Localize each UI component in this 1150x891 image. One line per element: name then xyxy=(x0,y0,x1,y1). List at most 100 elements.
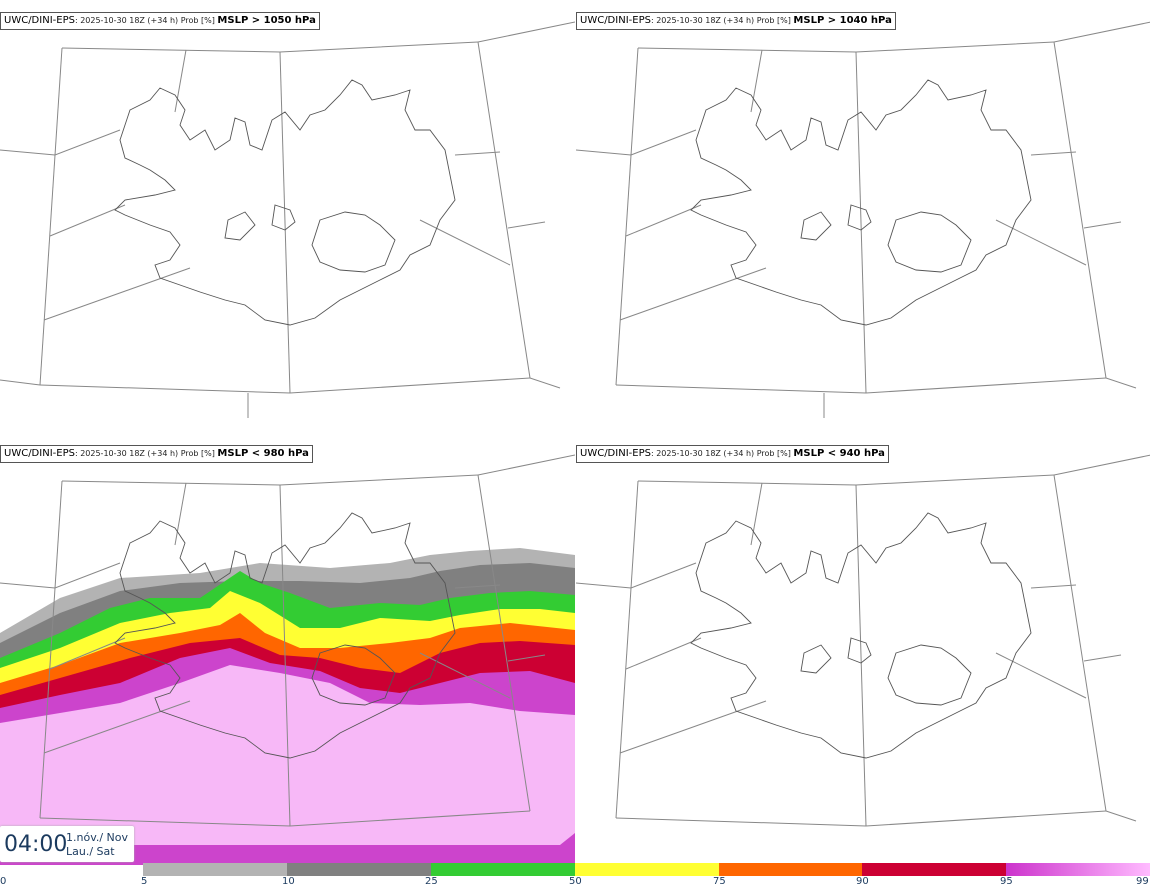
model-name: UWC/DINI-EPS xyxy=(4,15,75,26)
valid-time-box: 04:00 1.nóv./ Nov Lau./ Sat xyxy=(0,826,134,862)
graticule-line xyxy=(855,51,867,394)
colorbar-segment xyxy=(287,863,431,876)
colorbar-tick: 50 xyxy=(569,876,582,887)
map-canvas xyxy=(0,21,575,418)
colorbar-segment xyxy=(143,863,287,876)
graticule-line xyxy=(0,562,121,589)
valid-time-clock: 04:00 xyxy=(4,832,68,857)
graticule-line xyxy=(174,49,187,113)
graticule-line xyxy=(576,562,697,589)
map-panel-top-left: UWC/DINI-EPS: 2025-10-30 18Z (+34 h) Pro… xyxy=(0,0,575,432)
graticule-line xyxy=(625,204,702,237)
panel-title: UWC/DINI-EPS: 2025-10-30 18Z (+34 h) Pro… xyxy=(0,12,320,30)
graticule-line xyxy=(507,221,546,229)
graticule-line xyxy=(1053,41,1107,379)
graticule-line xyxy=(529,377,561,389)
run-meta: : 2025-10-30 18Z (+34 h) Prob [%] xyxy=(650,449,794,458)
graticule-line xyxy=(39,377,531,394)
panel-title: UWC/DINI-EPS: 2025-10-30 18Z (+34 h) Pro… xyxy=(0,445,313,463)
panel-title: UWC/DINI-EPS: 2025-10-30 18Z (+34 h) Pro… xyxy=(576,12,896,30)
map-canvas xyxy=(0,454,575,865)
graticule-line xyxy=(1030,151,1077,156)
graticule-line xyxy=(1053,474,1107,812)
graticule-line xyxy=(615,480,639,819)
colorbar-tick: 0 xyxy=(0,876,7,887)
graticule-line xyxy=(43,267,191,321)
run-meta: : 2025-10-30 18Z (+34 h) Prob [%] xyxy=(74,449,218,458)
graticule-line xyxy=(1053,21,1150,43)
graticule-line xyxy=(39,480,63,819)
graticule-line xyxy=(0,129,121,156)
colorbar-tick: 95 xyxy=(1000,876,1013,887)
graticule-line xyxy=(750,482,763,546)
panel-title: UWC/DINI-EPS: 2025-10-30 18Z (+34 h) Pro… xyxy=(576,445,889,463)
iceland-coastline xyxy=(114,79,456,326)
graticule-line xyxy=(279,484,291,827)
graticule-line xyxy=(1030,584,1077,589)
colorbar xyxy=(143,863,1150,876)
colorbar-segment xyxy=(575,863,719,876)
graticule-line xyxy=(279,51,291,394)
graticule-line xyxy=(477,474,531,812)
graticule-line xyxy=(615,47,639,386)
probability-field xyxy=(0,548,575,865)
valid-date-line1: 1.nóv./ Nov xyxy=(66,831,129,844)
threshold-label: MSLP > 1040 hPa xyxy=(793,15,892,26)
graticule-line xyxy=(625,637,702,670)
run-meta: : 2025-10-30 18Z (+34 h) Prob [%] xyxy=(650,16,794,25)
graticule-line xyxy=(477,21,575,43)
graticule-line xyxy=(49,204,126,237)
colorbar-tick: 25 xyxy=(425,876,438,887)
map-canvas xyxy=(576,21,1150,418)
graticule-line xyxy=(619,267,767,321)
valid-date-line2: Lau./ Sat xyxy=(66,845,115,858)
run-meta: : 2025-10-30 18Z (+34 h) Prob [%] xyxy=(74,16,218,25)
colorbar-tick: 75 xyxy=(713,876,726,887)
graticule-line xyxy=(49,637,126,670)
graticule-line xyxy=(174,482,187,546)
graticule-line xyxy=(39,47,63,386)
map-panel-bottom-right: UWC/DINI-EPS: 2025-10-30 18Z (+34 h) Pro… xyxy=(576,433,1150,865)
map-canvas xyxy=(576,454,1150,827)
iceland-coastline xyxy=(114,512,456,759)
model-name: UWC/DINI-EPS xyxy=(580,448,651,459)
graticule-line xyxy=(855,484,867,827)
map-panel-bottom-left: UWC/DINI-EPS: 2025-10-30 18Z (+34 h) Pro… xyxy=(0,433,575,865)
graticule-line xyxy=(750,49,763,113)
graticule-line xyxy=(995,652,1087,699)
graticule-line xyxy=(61,41,479,53)
graticule-line xyxy=(419,652,511,699)
graticule-line xyxy=(61,474,479,486)
graticule-line xyxy=(477,41,531,379)
graticule-line xyxy=(1053,454,1150,476)
model-name: UWC/DINI-EPS xyxy=(580,15,651,26)
model-name: UWC/DINI-EPS xyxy=(4,448,75,459)
graticule-line xyxy=(454,584,501,589)
graticule-line xyxy=(637,474,1055,486)
colorbar-segment xyxy=(862,863,1006,876)
graticule-line xyxy=(615,377,1107,394)
colorbar-segment xyxy=(1006,863,1150,876)
colorbar-segment xyxy=(719,863,862,876)
graticule-line xyxy=(619,700,767,754)
graticule-line xyxy=(1105,377,1137,389)
threshold-label: MSLP < 980 hPa xyxy=(217,448,309,459)
colorbar-tick: 90 xyxy=(856,876,869,887)
graticule-line xyxy=(419,219,511,266)
graticule-line xyxy=(507,654,546,662)
iceland-coastline xyxy=(690,512,1032,759)
graticule-line xyxy=(637,41,1055,53)
colorbar-tick: 99 xyxy=(1136,876,1149,887)
graticule-line xyxy=(1083,654,1122,662)
graticule-line xyxy=(995,219,1087,266)
graticule-line xyxy=(43,700,191,754)
graticule-line xyxy=(454,151,501,156)
colorbar-tick: 5 xyxy=(141,876,148,887)
graticule-line xyxy=(477,454,575,476)
map-panel-top-right: UWC/DINI-EPS: 2025-10-30 18Z (+34 h) Pro… xyxy=(576,0,1150,432)
graticule-line xyxy=(576,129,697,156)
colorbar-tick: 10 xyxy=(282,876,295,887)
graticule-line xyxy=(0,379,41,386)
graticule-line xyxy=(615,810,1107,827)
graticule-line xyxy=(1083,221,1122,229)
